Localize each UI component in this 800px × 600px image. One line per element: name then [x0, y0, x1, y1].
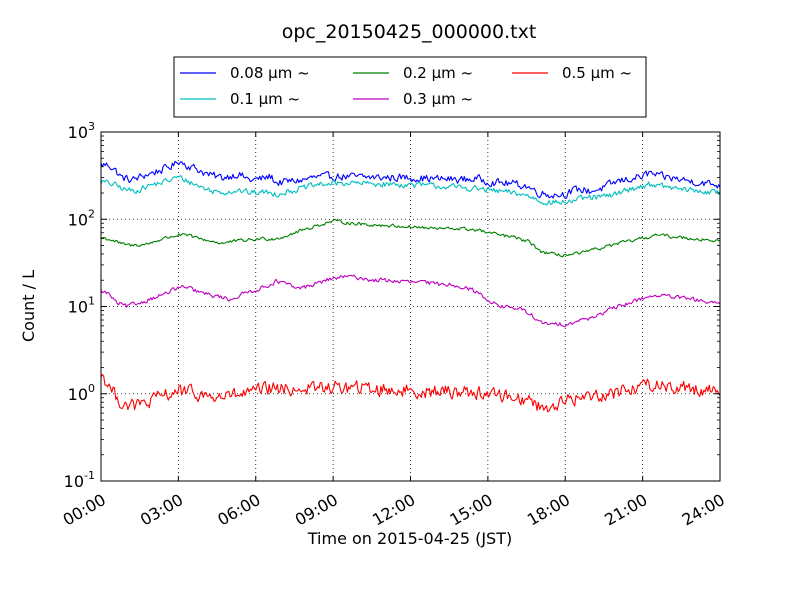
legend: 0.08 μm ~ 0.1 μm ~ 0.2 μm ~ 0.3 μm ~ 0.5 μm … — [173, 56, 647, 118]
y-tick-base: 10 — [68, 298, 88, 317]
y-tick-label: 102 — [68, 207, 95, 229]
legend-box — [173, 56, 647, 118]
legend-label: 0.2 μm ~ — [403, 64, 473, 82]
y-tick-exponent: 0 — [88, 382, 95, 395]
y-tick-base: 10 — [68, 123, 88, 142]
axis-ticks — [100, 131, 721, 482]
legend-label: 0.1 μm ~ — [230, 90, 300, 108]
y-axis-label: Count / L — [19, 270, 38, 342]
y-tick-base: 10 — [68, 385, 88, 404]
series-line — [100, 174, 721, 206]
y-tick-exponent: 3 — [88, 120, 95, 133]
y-tick-base: 10 — [68, 210, 88, 229]
chart-title: opc_20150425_000000.txt — [282, 21, 537, 43]
y-tick-label: 103 — [68, 120, 95, 142]
series-lines — [100, 160, 721, 413]
y-tick-label: 100 — [68, 382, 95, 404]
series-line — [100, 218, 721, 258]
y-tick-base: 10 — [64, 472, 84, 491]
y-tick-label: 101 — [68, 295, 95, 317]
y-tick-exponent: -1 — [84, 469, 95, 482]
legend-label: 0.5 μm ~ — [562, 64, 632, 82]
series-line — [100, 274, 721, 328]
series-line — [100, 160, 721, 199]
series-line — [100, 373, 721, 413]
y-tick-exponent: 2 — [88, 207, 95, 220]
legend-label: 0.08 μm ~ — [230, 64, 310, 82]
legend-label: 0.3 μm ~ — [403, 90, 473, 108]
x-axis-label: Time on 2015-04-25 (JST) — [307, 529, 512, 548]
y-tick-label: 10-1 — [64, 469, 95, 491]
y-tick-exponent: 1 — [88, 295, 95, 308]
